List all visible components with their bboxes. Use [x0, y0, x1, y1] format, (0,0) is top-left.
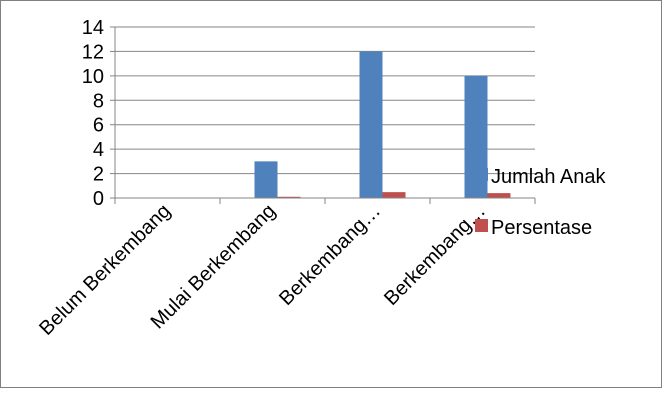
legend-swatch: [475, 219, 488, 232]
legend-swatch: [475, 168, 488, 181]
y-tick-label: 14: [82, 17, 104, 39]
bar-jumlah-anak: [359, 51, 383, 198]
bar-persentase: [277, 196, 301, 198]
bar-jumlah-anak: [464, 75, 488, 198]
bar-persentase: [487, 193, 511, 198]
axes: [110, 26, 536, 204]
y-tick-label: 0: [93, 188, 104, 210]
legend: Jumlah Anak Persentase: [475, 166, 607, 239]
y-tick-label: 12: [82, 41, 104, 63]
y-tick-label: 10: [82, 66, 104, 88]
bars: [254, 51, 511, 198]
bar-jumlah-anak: [254, 161, 278, 198]
y-tick-label: 8: [93, 90, 104, 112]
bar-persentase: [382, 192, 406, 198]
y-tick-label: 2: [93, 164, 104, 186]
y-tick-label: 4: [93, 139, 104, 161]
legend-label: Jumlah Anak: [491, 166, 607, 188]
legend-label: Persentase: [491, 217, 592, 239]
y-tick-label: 6: [93, 115, 104, 137]
